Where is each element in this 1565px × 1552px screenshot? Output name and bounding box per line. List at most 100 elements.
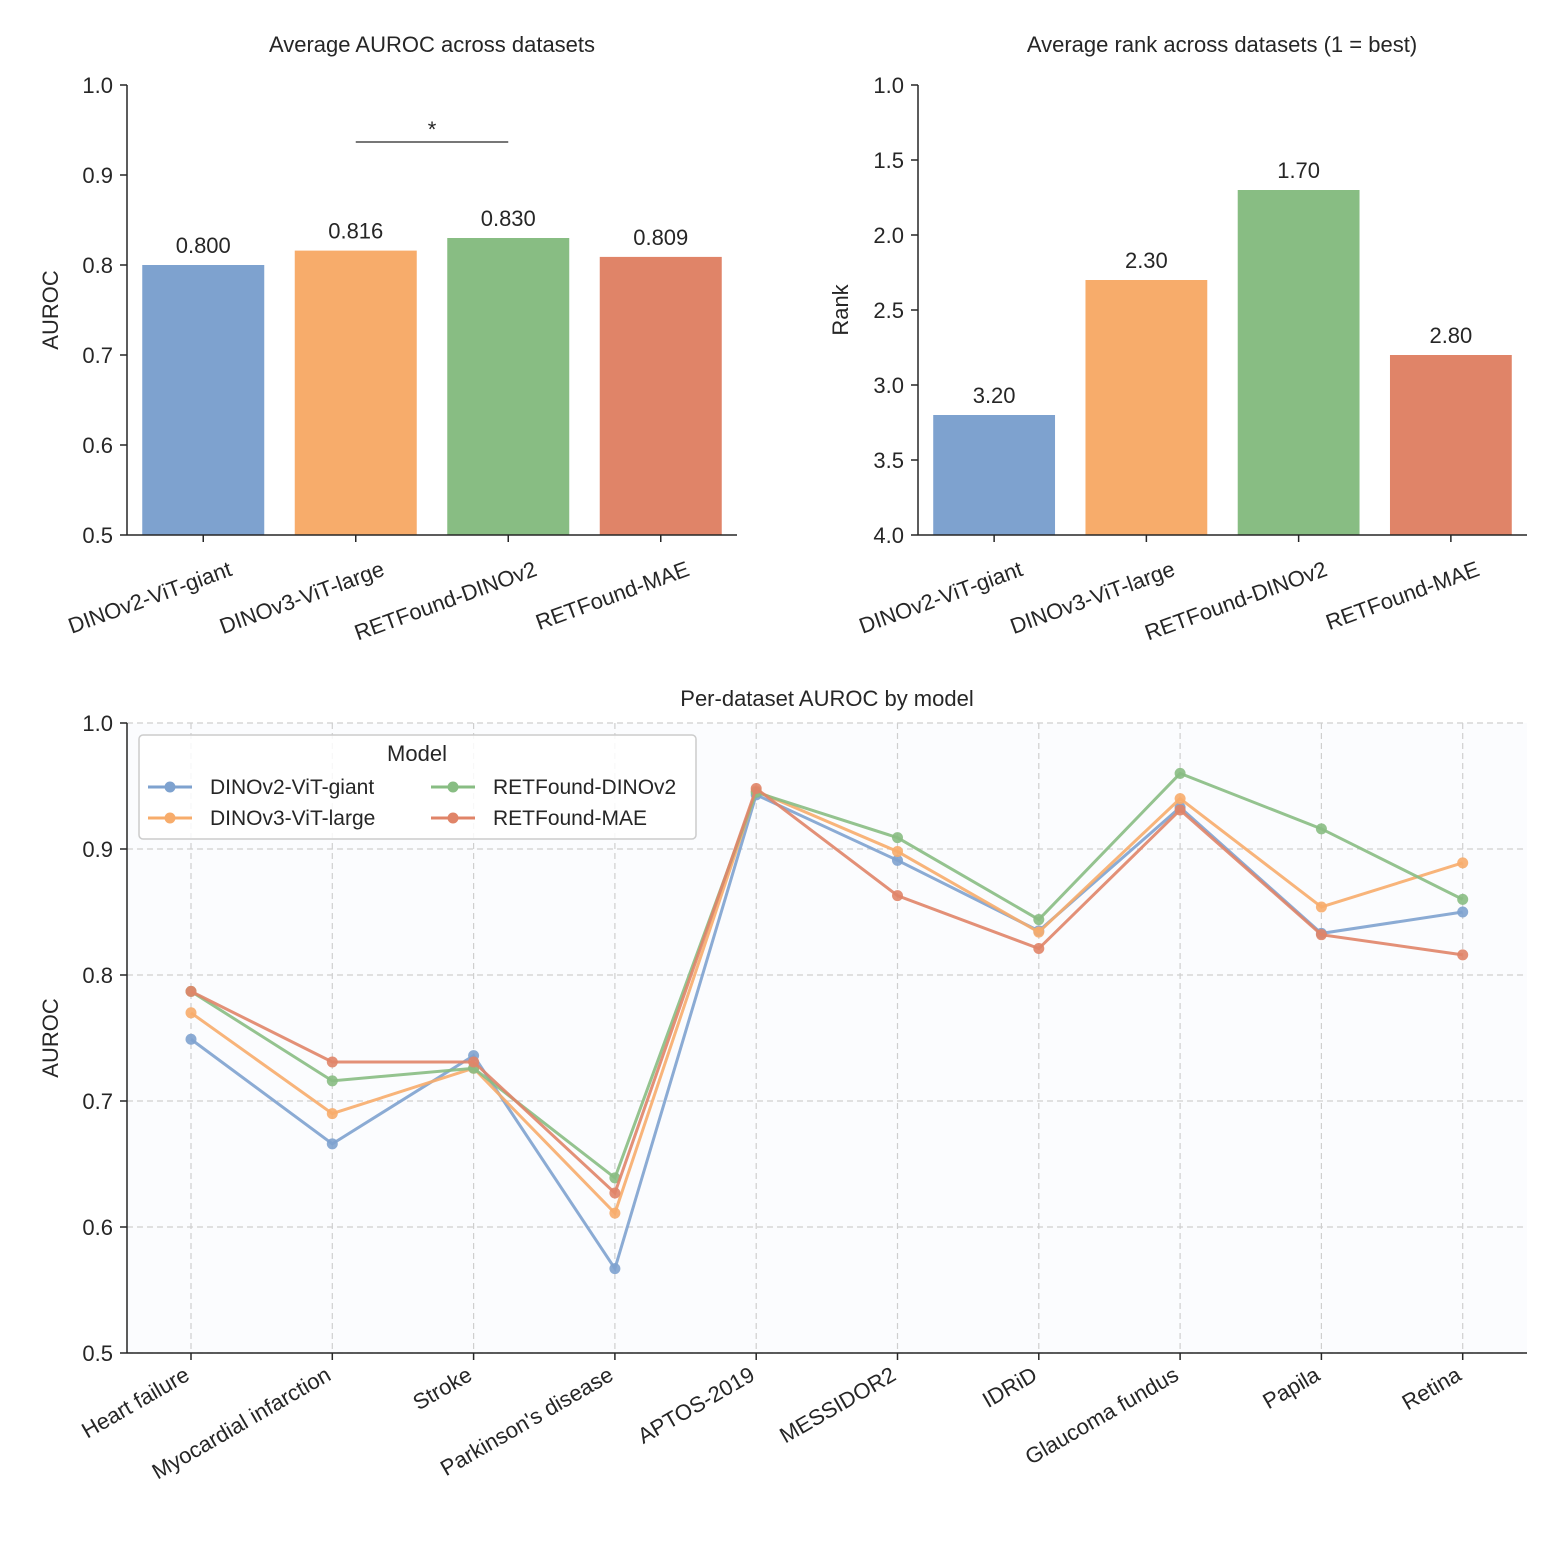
data-point-RETFound-MAE [326,1056,338,1068]
data-point-RETFound-DINOv2 [1033,914,1045,926]
chart1-plot: 0.5 0.6 0.7 0.8 0.9 1.0 0.800 DINOv2-ViT-giant 0… [65,73,737,645]
data-point-RETFound-MAE [1033,943,1045,955]
chart2-title: Average rank across datasets (1 = best) [1027,32,1417,57]
data-point-DINOv3-ViT-large [1033,926,1045,938]
chart3-title: Per-dataset AUROC by model [680,686,973,711]
y-tick-label: 0.9 [82,837,113,862]
legend-marker [447,812,459,824]
y-tick-label: 0.5 [82,523,113,548]
x-tick-label: Heart failure [77,1362,193,1444]
data-point-DINOv2-ViT-giant [609,1263,621,1275]
legend-box [138,734,697,840]
data-point-RETFound-MAE [1315,929,1327,941]
y-tick-label: 2.0 [873,223,904,248]
x-tick-label: DINOv2-ViT-giant [856,556,1026,638]
legend-title: Model [387,741,447,766]
data-label: 0.816 [328,219,383,244]
bar-RETFound-DINOv2 [1237,190,1360,535]
x-tick-label: Papila [1258,1361,1324,1414]
data-point-RETFound-MAE [1174,804,1186,816]
y-tick-label: 2.5 [873,298,904,323]
y-tick-label: 0.8 [82,963,113,988]
data-point-RETFound-MAE [468,1056,480,1068]
bar-DINOv2-ViT-giant [142,265,265,535]
x-tick-label: RETFound-MAE [532,556,692,635]
y-tick-label: 0.6 [82,433,113,458]
data-point-DINOv2-ViT-giant [892,854,903,866]
x-tick-label: RETFound-MAE [1322,556,1482,635]
data-label: 3.20 [973,383,1016,408]
data-label: 0.809 [633,225,688,250]
y-tick-label: 0.6 [82,1215,113,1240]
chart2-ylabel: Rank [828,283,853,335]
data-point-DINOv3-ViT-large [1174,793,1186,805]
x-tick-label: DINOv2-ViT-giant [65,556,235,638]
data-point-RETFound-DINOv2 [1457,893,1469,905]
data-label: 0.830 [481,206,536,231]
series-line-RETFound-MAE [190,786,1463,1196]
significance-star: * [428,117,437,142]
chart1-title: Average AUROC across datasets [269,32,595,57]
y-tick-label: 1.0 [873,73,904,98]
x-tick-label: MESSIDOR2 [775,1362,900,1448]
x-tick-label: APTOS-2019 [633,1362,758,1449]
y-tick-label: 3.0 [873,373,904,398]
data-label: 2.30 [1125,248,1168,273]
y-tick-label: 0.9 [82,163,113,188]
data-point-RETFound-MAE [1457,949,1469,961]
data-point-DINOv3-ViT-large [1315,901,1327,913]
bar-RETFound-DINOv2 [447,238,570,535]
x-tick-label: IDRiD [978,1362,1041,1413]
chart3-ylabel: AUROC [38,998,63,1078]
legend: Model DINOv2-ViT-giant DINOv3-ViT-large RET… [138,734,697,840]
data-point-RETFound-DINOv2 [892,832,903,844]
y-tick-label: 4.0 [873,523,904,548]
data-point-RETFound-MAE [185,985,197,997]
data-point-DINOv3-ViT-large [609,1207,621,1219]
legend-label: RETFound-MAE [493,807,647,830]
bar-RETFound-MAE [1389,355,1512,535]
y-tick-label: 0.7 [82,1089,113,1114]
y-tick-label: 1.5 [873,148,904,173]
data-point-RETFound-DINOv2 [1315,823,1327,835]
x-tick-label: Retina [1398,1361,1466,1415]
legend-marker [447,781,459,793]
chart1-ylabel: AUROC [38,270,63,350]
chart2-plot: 1.0 1.5 2.0 2.5 3.0 3.5 4.0 3.20 DINOv2-ViT-gian… [856,73,1527,645]
bar-RETFound-MAE [599,256,722,535]
data-label: 2.80 [1429,323,1472,348]
data-point-DINOv3-ViT-large [1457,857,1469,869]
bar-DINOv2-ViT-giant [933,415,1056,535]
data-point-DINOv3-ViT-large [892,846,903,858]
legend-label: DINOv2-ViT-giant [210,776,374,799]
x-tick-label: Stroke [409,1362,477,1415]
data-point-DINOv3-ViT-large [326,1108,338,1120]
data-point-RETFound-MAE [609,1187,621,1199]
data-point-DINOv2-ViT-giant [1457,906,1469,918]
data-point-DINOv2-ViT-giant [326,1138,338,1150]
series-line-DINOv3-ViT-large [190,789,1464,1216]
series-line-RETFound-DINOv2 [190,771,1464,1181]
legend-marker [164,812,176,824]
y-tick-label: 0.7 [82,343,113,368]
data-point-DINOv3-ViT-large [185,1007,197,1019]
y-tick-label: 3.5 [873,448,904,473]
data-point-DINOv2-ViT-giant [185,1033,197,1045]
data-point-RETFound-MAE [892,890,903,902]
bar-DINOv3-ViT-large [294,250,417,535]
y-tick-label: 0.8 [82,253,113,278]
data-point-RETFound-MAE [750,783,762,795]
data-point-RETFound-DINOv2 [326,1075,338,1087]
data-point-RETFound-DINOv2 [1174,767,1186,779]
y-tick-label: 1.0 [82,73,113,98]
y-tick-label: 1.0 [82,711,113,736]
legend-marker [164,781,176,793]
legend-label: RETFound-DINOv2 [493,776,676,799]
x-tick-label: Glaucoma fundus [1021,1362,1183,1470]
data-label: 1.70 [1277,158,1320,183]
bar-DINOv3-ViT-large [1085,280,1208,535]
legend-label: DINOv3-ViT-large [210,807,375,830]
data-label: 0.800 [176,233,231,258]
